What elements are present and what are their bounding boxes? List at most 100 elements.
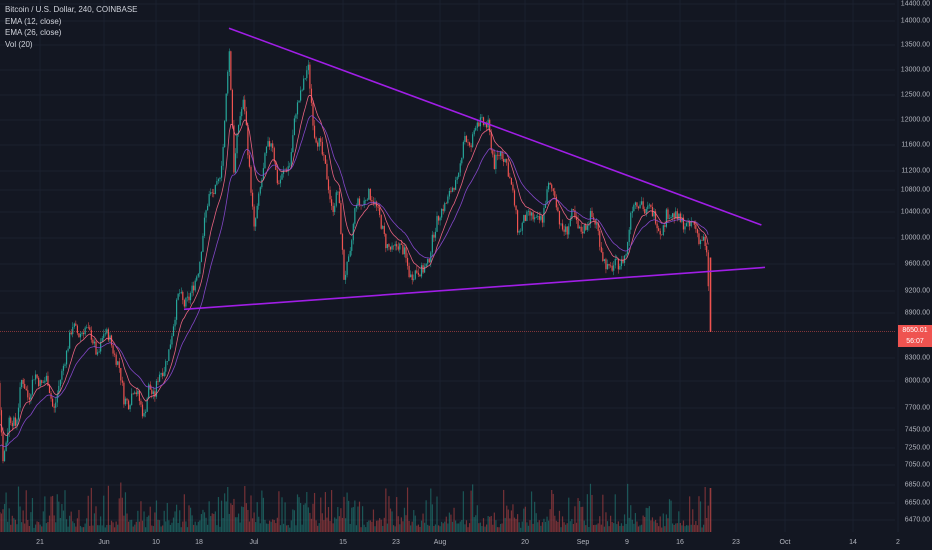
candle-body bbox=[225, 93, 227, 121]
candle-body bbox=[555, 196, 557, 208]
candle-body bbox=[645, 208, 647, 214]
candle-body bbox=[145, 411, 147, 414]
volume-bar bbox=[486, 524, 488, 532]
volume-bar bbox=[371, 521, 373, 532]
volume-bar bbox=[464, 524, 466, 532]
candle-body bbox=[332, 205, 334, 213]
candle-body bbox=[451, 187, 454, 192]
volume-bar bbox=[196, 525, 198, 532]
volume-bar bbox=[428, 525, 430, 532]
candle-body bbox=[317, 142, 319, 147]
volume-bar bbox=[546, 516, 548, 532]
volume-bar bbox=[558, 510, 561, 532]
candle-body bbox=[180, 291, 182, 293]
candle-body bbox=[600, 246, 602, 253]
candle-body bbox=[318, 138, 320, 147]
volume-bar bbox=[571, 518, 573, 532]
candle-body bbox=[548, 182, 550, 190]
volume-bar bbox=[599, 516, 601, 532]
candle-body bbox=[403, 247, 406, 255]
candle-body bbox=[552, 188, 554, 192]
candle-body bbox=[554, 191, 556, 197]
volume-bar bbox=[468, 523, 471, 532]
candle-body bbox=[424, 266, 426, 273]
candle-body bbox=[261, 179, 263, 188]
candle-body bbox=[611, 265, 613, 271]
candle-body bbox=[52, 398, 54, 407]
candle-body bbox=[673, 213, 675, 219]
volume-bar bbox=[52, 495, 54, 532]
volume-bar bbox=[690, 524, 692, 532]
candle-body bbox=[107, 329, 109, 341]
volume-bar bbox=[58, 501, 60, 532]
volume-bar bbox=[313, 492, 316, 532]
volume-bar bbox=[81, 527, 83, 532]
volume-bar bbox=[596, 524, 598, 532]
candle-body bbox=[211, 192, 213, 193]
volume-bar bbox=[510, 510, 512, 532]
candle-body bbox=[518, 231, 520, 233]
candle-body bbox=[406, 257, 409, 266]
candle-body bbox=[321, 141, 323, 155]
candle-body bbox=[506, 158, 508, 163]
candle-body bbox=[259, 187, 261, 194]
volume-bar bbox=[437, 525, 440, 532]
volume-bar bbox=[369, 520, 371, 532]
volume-bar bbox=[591, 494, 593, 532]
candle-body bbox=[675, 211, 677, 219]
volume-bar bbox=[647, 508, 649, 532]
candle-body bbox=[475, 127, 477, 131]
candle-body bbox=[633, 205, 635, 212]
candle-body bbox=[631, 211, 633, 213]
volume-bar bbox=[537, 522, 539, 532]
volume-bar bbox=[414, 515, 416, 532]
volume-bar bbox=[62, 510, 65, 532]
candle-body bbox=[687, 221, 689, 224]
volume-bar bbox=[132, 526, 134, 532]
volume-bar bbox=[236, 517, 238, 532]
volume-bar bbox=[163, 510, 165, 532]
volume-bar bbox=[465, 520, 468, 532]
candle-body bbox=[380, 214, 382, 229]
candle-body bbox=[447, 196, 449, 204]
volume-bar bbox=[41, 526, 43, 532]
volume-bar bbox=[171, 522, 173, 532]
y-tick-label: 6470.00 bbox=[904, 516, 930, 524]
volume-label[interactable]: Vol (20) bbox=[5, 39, 33, 49]
volume-bar bbox=[517, 514, 519, 532]
volume-bar bbox=[290, 520, 292, 532]
candle-body bbox=[351, 240, 353, 251]
volume-bar bbox=[648, 506, 650, 532]
volume-bar bbox=[83, 527, 85, 532]
volume-bar bbox=[17, 486, 20, 532]
volume-bar bbox=[634, 513, 636, 532]
volume-bar bbox=[13, 518, 15, 532]
candle-body bbox=[437, 216, 440, 221]
volume-bar bbox=[659, 516, 661, 532]
candle-body bbox=[115, 354, 117, 365]
candle-body bbox=[38, 377, 40, 387]
candle-body bbox=[696, 229, 698, 234]
ema26-label[interactable]: EMA (26, close) bbox=[5, 28, 62, 37]
candle-body bbox=[272, 143, 274, 149]
volume-bar bbox=[444, 521, 446, 532]
volume-bar bbox=[259, 523, 261, 532]
volume-bar bbox=[408, 520, 410, 532]
volume-bar bbox=[174, 511, 176, 532]
volume-bar bbox=[202, 509, 204, 532]
volume-bar bbox=[670, 500, 672, 532]
volume-bar bbox=[605, 512, 607, 532]
volume-bar bbox=[27, 519, 29, 532]
volume-bar bbox=[244, 486, 246, 532]
candle-body bbox=[636, 202, 638, 207]
volume-bar bbox=[436, 496, 438, 532]
candle-body bbox=[448, 190, 450, 197]
volume-bar bbox=[509, 518, 511, 532]
ema12-label[interactable]: EMA (12, close) bbox=[5, 16, 62, 26]
candle-body bbox=[648, 204, 650, 206]
candle-body bbox=[166, 361, 168, 362]
volume-bar bbox=[524, 506, 526, 532]
volume-bar bbox=[343, 496, 345, 532]
candle-body bbox=[572, 209, 574, 211]
